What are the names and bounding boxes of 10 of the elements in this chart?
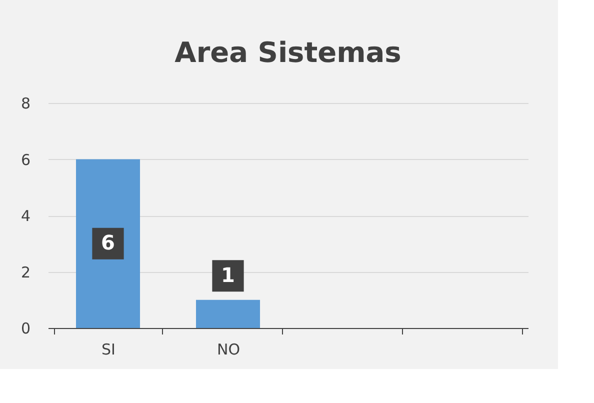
x-tick-label: NO bbox=[216, 340, 240, 358]
data-label: 1 bbox=[221, 262, 235, 287]
y-tick-label: 4 bbox=[20, 207, 30, 225]
chart-title: Area Sistemas bbox=[174, 36, 402, 69]
y-tick-label: 8 bbox=[20, 94, 30, 112]
y-tick-label: 2 bbox=[20, 263, 30, 282]
y-tick-label: 6 bbox=[20, 150, 30, 169]
x-tick-label: SI bbox=[102, 340, 116, 358]
data-label: 6 bbox=[101, 230, 115, 255]
y-tick-label: 0 bbox=[20, 320, 30, 338]
